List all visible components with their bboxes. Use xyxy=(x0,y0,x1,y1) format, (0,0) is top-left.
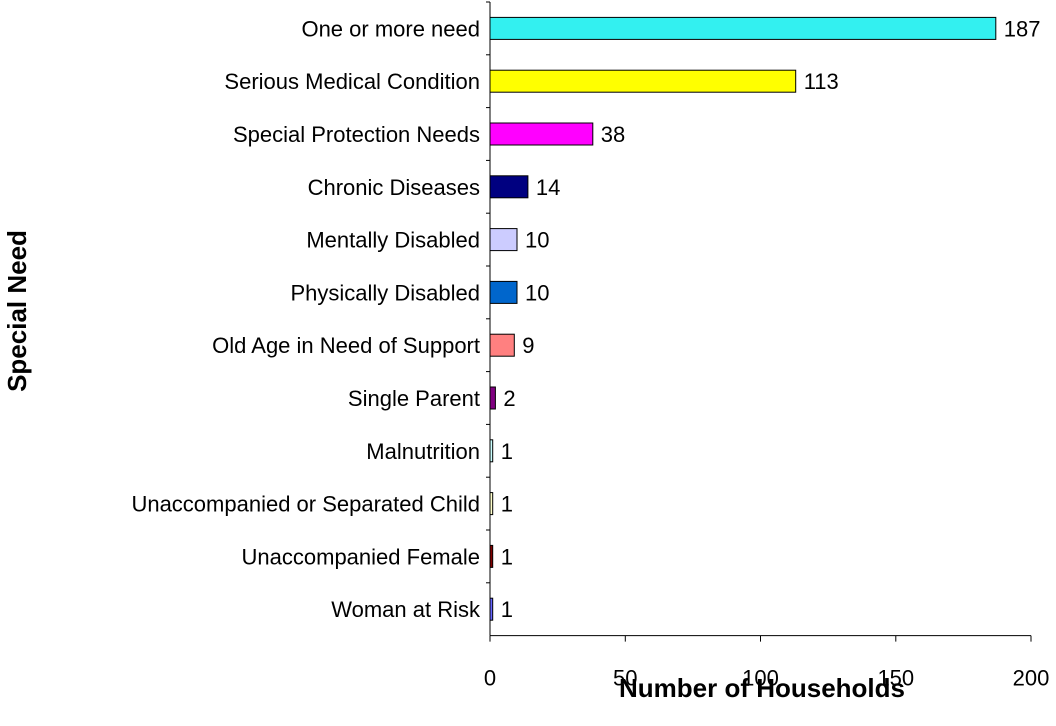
category-label: Old Age in Need of Support xyxy=(212,333,480,358)
bar-7 xyxy=(489,386,496,410)
bar-0 xyxy=(489,16,997,40)
category-label: Special Protection Needs xyxy=(233,122,480,147)
bar-5 xyxy=(489,280,518,304)
value-label: 187 xyxy=(1004,16,1041,41)
category-label: Serious Medical Condition xyxy=(224,69,480,94)
bar-4 xyxy=(489,228,518,252)
x-tick-label: 0 xyxy=(484,666,496,691)
value-label: 38 xyxy=(601,122,625,147)
x-tick-label: 50 xyxy=(613,666,637,691)
category-label: One or more need xyxy=(301,16,480,41)
y-axis-title: Special Need xyxy=(2,230,32,392)
bar-1 xyxy=(489,69,797,93)
value-label: 9 xyxy=(522,333,534,358)
value-label: 113 xyxy=(804,69,839,94)
value-label: 2 xyxy=(503,386,515,411)
category-label: Mentally Disabled xyxy=(306,228,480,253)
value-label: 1 xyxy=(501,597,513,622)
value-label: 1 xyxy=(501,492,513,517)
bar-3 xyxy=(489,175,529,199)
value-label: 1 xyxy=(501,439,513,464)
bar-6 xyxy=(489,333,515,357)
axes xyxy=(489,2,1031,637)
value-label: 1 xyxy=(501,544,513,569)
category-label: Malnutrition xyxy=(366,439,480,464)
x-axis-ticks: 0 50 100 150 200 xyxy=(484,1,1050,691)
x-tick-label: 200 xyxy=(1013,666,1050,691)
category-label: Woman at Risk xyxy=(331,597,481,622)
category-label: Unaccompanied Female xyxy=(242,544,480,569)
value-label: 10 xyxy=(525,228,549,253)
x-tick-label: 100 xyxy=(742,666,779,691)
bar-2 xyxy=(489,122,594,146)
category-label: Single Parent xyxy=(348,386,480,411)
category-labels: One or more need Serious Medical Conditio… xyxy=(131,16,481,622)
category-label: Chronic Diseases xyxy=(308,175,480,200)
value-label: 14 xyxy=(536,175,560,200)
x-axis-title: Number of Households xyxy=(619,673,905,703)
category-label: Unaccompanied or Separated Child xyxy=(131,492,480,517)
value-label: 10 xyxy=(525,280,549,305)
value-labels: 187 113 38 14 10 10 9 2 1 1 1 1 xyxy=(501,16,1041,622)
bars-group xyxy=(489,16,997,621)
x-tick-label: 150 xyxy=(877,666,914,691)
category-label: Physically Disabled xyxy=(290,280,480,305)
